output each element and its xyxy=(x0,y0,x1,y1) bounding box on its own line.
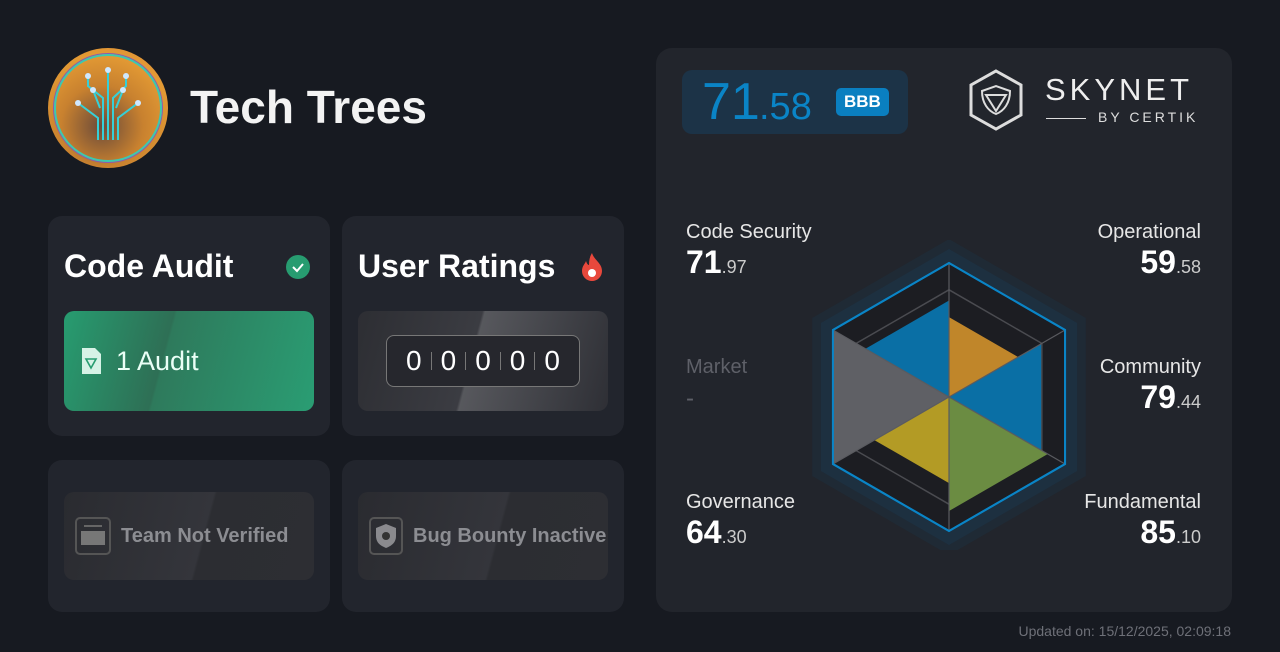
axis-label: Community xyxy=(1099,356,1201,378)
radar-sector-governance xyxy=(874,397,949,484)
radar-sector-market xyxy=(832,330,949,464)
skynet-brand: SKYNET xyxy=(1045,72,1194,107)
score-operational: Operational 59.58 xyxy=(1098,221,1201,281)
team-card[interactable]: Team Not Verified xyxy=(48,460,330,612)
shield-icon xyxy=(369,517,403,555)
digit: 0 xyxy=(509,345,526,376)
check-circle-icon xyxy=(286,255,310,279)
digit: 0 xyxy=(406,345,422,376)
axis-label: Operational xyxy=(1097,221,1201,243)
axis-label: Market xyxy=(686,356,748,378)
axis-label: Fundamental xyxy=(1084,491,1201,513)
bug-bounty-status: Bug Bounty Inactive xyxy=(358,492,608,580)
radar-sector-community xyxy=(949,343,1042,451)
radar-axis-line xyxy=(832,329,950,398)
bug-bounty-card[interactable]: Bug Bounty Inactive xyxy=(342,460,624,612)
digit: 0 xyxy=(475,345,491,376)
score-market: Market - xyxy=(686,356,747,413)
score-community: Community 79.44 xyxy=(1100,356,1201,416)
axis-value: 85.10 xyxy=(1140,514,1201,550)
axis-value: 59.58 xyxy=(1140,244,1201,280)
code-audit-title: Code Audit xyxy=(64,248,234,284)
radar-axis-line xyxy=(832,396,950,465)
team-status: Team Not Verified xyxy=(64,492,314,580)
axis-value: - xyxy=(686,385,694,412)
project-title: Tech Trees xyxy=(190,81,427,133)
ratings-odometer: 0 0 0 0 0 xyxy=(386,335,580,387)
axis-value: 71.97 xyxy=(686,244,747,280)
id-card-icon xyxy=(75,517,111,555)
user-ratings-title: User Ratings xyxy=(358,248,556,284)
axis-value: 64.30 xyxy=(686,514,747,550)
fire-icon xyxy=(582,253,602,281)
radar-axis-line xyxy=(948,396,1066,465)
grade-badge: BBB xyxy=(836,88,889,116)
audit-count-button[interactable]: 1 Audit xyxy=(64,311,314,411)
tech-tree-icon xyxy=(75,67,141,140)
divider xyxy=(1046,118,1086,119)
score-fundamental: Fundamental 85.10 xyxy=(1084,491,1201,551)
radar-sector-operational xyxy=(949,317,1019,397)
score-integer: 71 xyxy=(702,73,760,131)
audit-document-icon xyxy=(82,348,101,374)
skynet-score: 71 .58 BBB xyxy=(682,70,908,134)
ratings-counter: 0 0 0 0 0 xyxy=(358,311,608,411)
project-logo xyxy=(48,48,168,168)
axis-label: Code Security xyxy=(686,221,812,243)
certik-logo-icon xyxy=(969,69,1023,131)
radar-sector-fundamental xyxy=(949,397,1048,512)
code-audit-card[interactable]: Code Audit 1 Audit xyxy=(48,216,330,436)
score-governance: Governance 64.30 xyxy=(686,491,795,551)
radar-chart xyxy=(812,240,1086,550)
axis-label: Governance xyxy=(686,491,795,513)
user-ratings-card[interactable]: User Ratings 0 0 0 0 0 xyxy=(342,216,624,436)
certik-byline: BY CERTIK xyxy=(1098,109,1199,125)
score-code-security: Code Security 71.97 xyxy=(686,221,812,281)
audit-count-label: 1 Audit xyxy=(116,345,199,376)
updated-timestamp: Updated on: 15/12/2025, 02:09:18 xyxy=(1018,623,1231,639)
bug-bounty-label: Bug Bounty Inactive xyxy=(413,524,607,547)
radar-axis-line xyxy=(948,329,1066,398)
digit: 0 xyxy=(440,345,457,376)
axis-value: 79.44 xyxy=(1140,379,1201,415)
digit: 0 xyxy=(544,345,560,376)
score-decimal: .58 xyxy=(759,86,812,128)
radar-sector-code-security xyxy=(865,300,949,397)
team-status-label: Team Not Verified xyxy=(121,524,289,547)
radar-outline xyxy=(831,261,1067,533)
